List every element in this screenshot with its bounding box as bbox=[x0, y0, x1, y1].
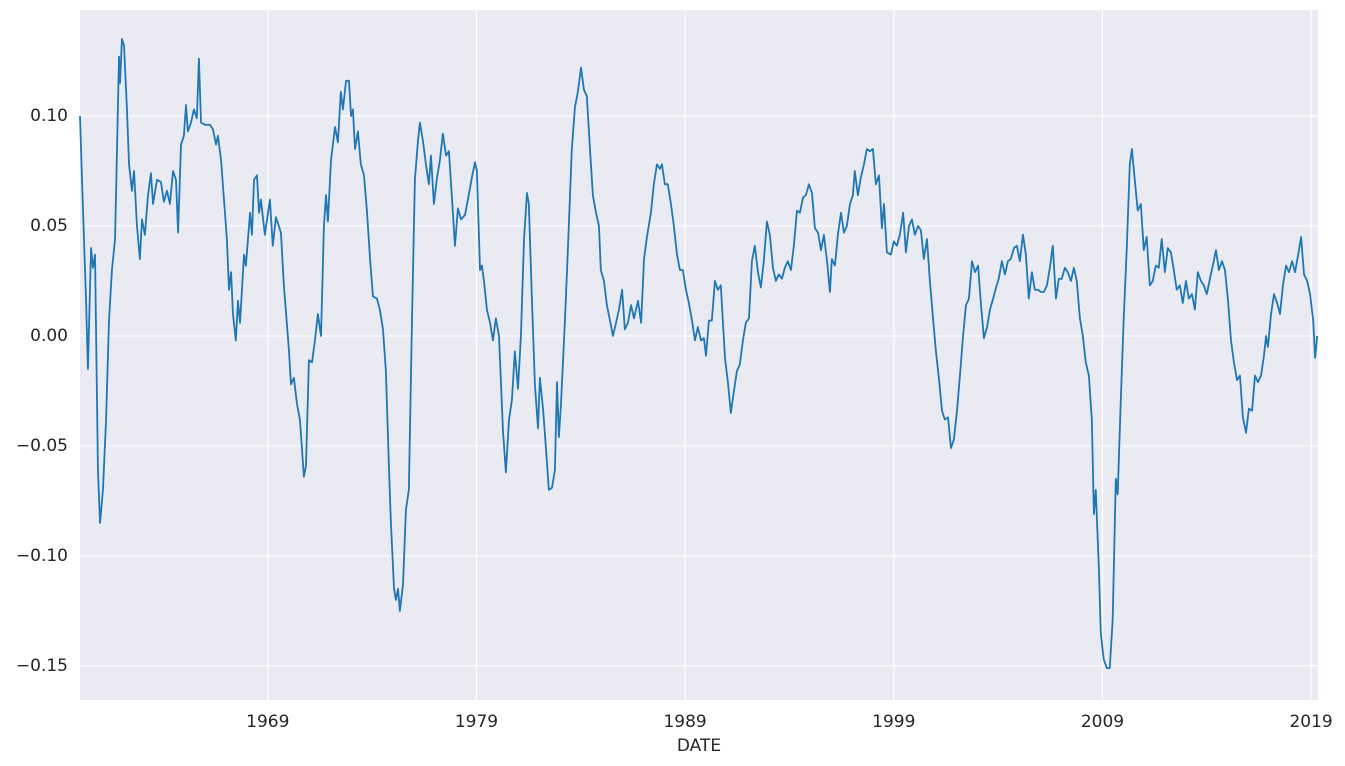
x-axis-label: DATE bbox=[677, 736, 721, 756]
y-tick-label: −0.05 bbox=[16, 436, 68, 456]
x-tick-label: 2009 bbox=[1081, 712, 1124, 732]
y-tick-label: −0.15 bbox=[16, 656, 68, 676]
x-tick-label: 1969 bbox=[246, 712, 289, 732]
x-tick-label: 2019 bbox=[1289, 712, 1332, 732]
y-tick-label: −0.10 bbox=[16, 546, 68, 566]
y-tick-label: 0.10 bbox=[30, 106, 68, 126]
x-tick-label: 1999 bbox=[872, 712, 915, 732]
data-line bbox=[79, 38, 1319, 670]
y-tick-label: 0.05 bbox=[30, 216, 68, 236]
plot-area bbox=[80, 10, 1318, 700]
x-tick-label: 1979 bbox=[455, 712, 498, 732]
y-tick-label: 0.00 bbox=[30, 326, 68, 346]
x-tick-label: 1989 bbox=[663, 712, 706, 732]
